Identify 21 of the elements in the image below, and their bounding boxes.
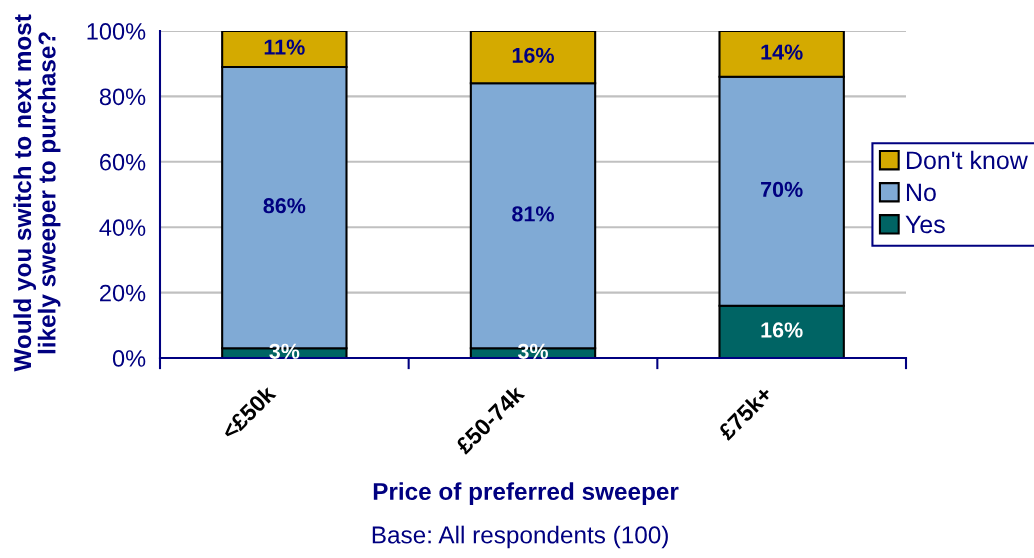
y-tick-label: 20%: [100, 284, 146, 302]
x-axis-title: Price of preferred sweeper: [373, 482, 679, 505]
y-tick-label: 60%: [100, 153, 146, 171]
y-axis-title: Would you switch to next most likely sweeper to purchase?: [13, 14, 61, 372]
text: Base: All respondents (100): [372, 525, 668, 549]
y-tick-label: 100%: [87, 23, 146, 40]
data-label: 81%: [512, 206, 554, 222]
y-tick-label: 40%: [99, 219, 146, 236]
y-tick-label: 0%: [112, 350, 146, 367]
data-label: 16%: [761, 322, 803, 338]
data-label: 86%: [263, 198, 306, 214]
data-label: 14%: [761, 44, 803, 60]
legend-label: No: [906, 183, 936, 202]
data-label: 11%: [264, 39, 305, 55]
data-label: 16%: [512, 47, 554, 63]
legend-label: Don't know: [906, 150, 1028, 170]
data-label: 3%: [269, 343, 300, 359]
data-label: 3%: [517, 343, 548, 359]
data-label: 70%: [761, 181, 803, 198]
legend-label: Yes: [905, 215, 945, 234]
y-tick-label: 80%: [99, 88, 146, 106]
